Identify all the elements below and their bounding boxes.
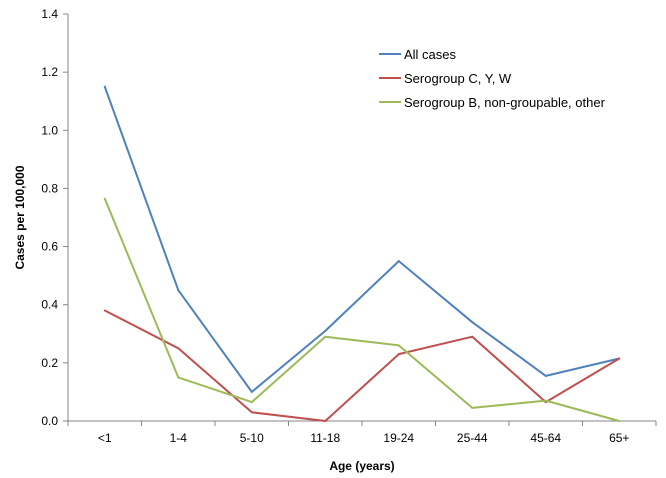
data-point: [618, 420, 621, 422]
data-point: [397, 344, 400, 347]
series-lines: [103, 85, 621, 422]
x-axis-ticks: <1 1-4 5-10 11-18 19-24 25-44 45-64 65+: [67, 421, 657, 445]
data-point: [103, 309, 106, 312]
y-tick-label: 0.0: [41, 414, 58, 428]
y-tick-label: 1.2: [41, 65, 58, 79]
y-axis-title: Cases per 100,000: [13, 165, 27, 269]
data-point: [471, 335, 474, 338]
series-line: [103, 198, 620, 422]
series-1: [103, 85, 621, 393]
legend-label: Serogroup B, non-groupable, other: [404, 95, 606, 110]
y-axis-ticks: 0.0 0.2 0.4 0.6 0.8 1.0 1.2 1.4: [41, 7, 68, 428]
data-point: [397, 260, 400, 263]
x-tick-label: 19-24: [383, 431, 414, 445]
x-tick-label: 5-10: [240, 431, 264, 445]
x-tick-label: 45-64: [530, 431, 561, 445]
y-tick-label: 0.2: [41, 356, 58, 370]
data-point: [177, 289, 180, 292]
data-point: [103, 85, 106, 88]
x-tick-label: 65+: [609, 431, 629, 445]
data-point: [471, 321, 474, 324]
legend: All cases Serogroup C, Y, W Serogroup B, n…: [379, 47, 606, 110]
data-point: [103, 197, 106, 200]
x-axis-title: Age (years): [329, 459, 394, 473]
series-line: [104, 309, 620, 422]
y-tick-label: 0.6: [41, 240, 58, 254]
data-point: [397, 353, 400, 356]
data-point: [324, 329, 327, 332]
legend-label: All cases: [404, 47, 457, 62]
series-3: [103, 197, 621, 422]
data-point: [250, 390, 253, 393]
data-point: [250, 401, 253, 404]
y-tick-label: 1.4: [41, 7, 58, 21]
series-2: [103, 309, 621, 422]
data-point: [177, 376, 180, 379]
y-tick-label: 0.4: [41, 298, 58, 312]
data-point: [618, 357, 621, 360]
data-point: [544, 374, 547, 377]
data-point: [324, 335, 327, 338]
x-tick-label: 1-4: [170, 431, 188, 445]
data-point: [177, 347, 180, 350]
data-point: [544, 399, 547, 402]
data-point: [471, 406, 474, 409]
data-point: [250, 411, 253, 414]
y-tick-label: 1.0: [41, 123, 58, 137]
data-point: [324, 420, 327, 422]
x-tick-label: 11-18: [310, 431, 340, 445]
legend-label: Serogroup C, Y, W: [404, 71, 512, 86]
y-tick-label: 0.8: [41, 181, 58, 195]
axes: 0.0 0.2 0.4 0.6 0.8 1.0 1.2 1.4 <1 1-4 5-10 11-18 1…: [41, 7, 657, 445]
x-tick-label: <1: [98, 431, 112, 445]
series-line: [103, 86, 620, 393]
x-tick-label: 25-44: [457, 431, 488, 445]
